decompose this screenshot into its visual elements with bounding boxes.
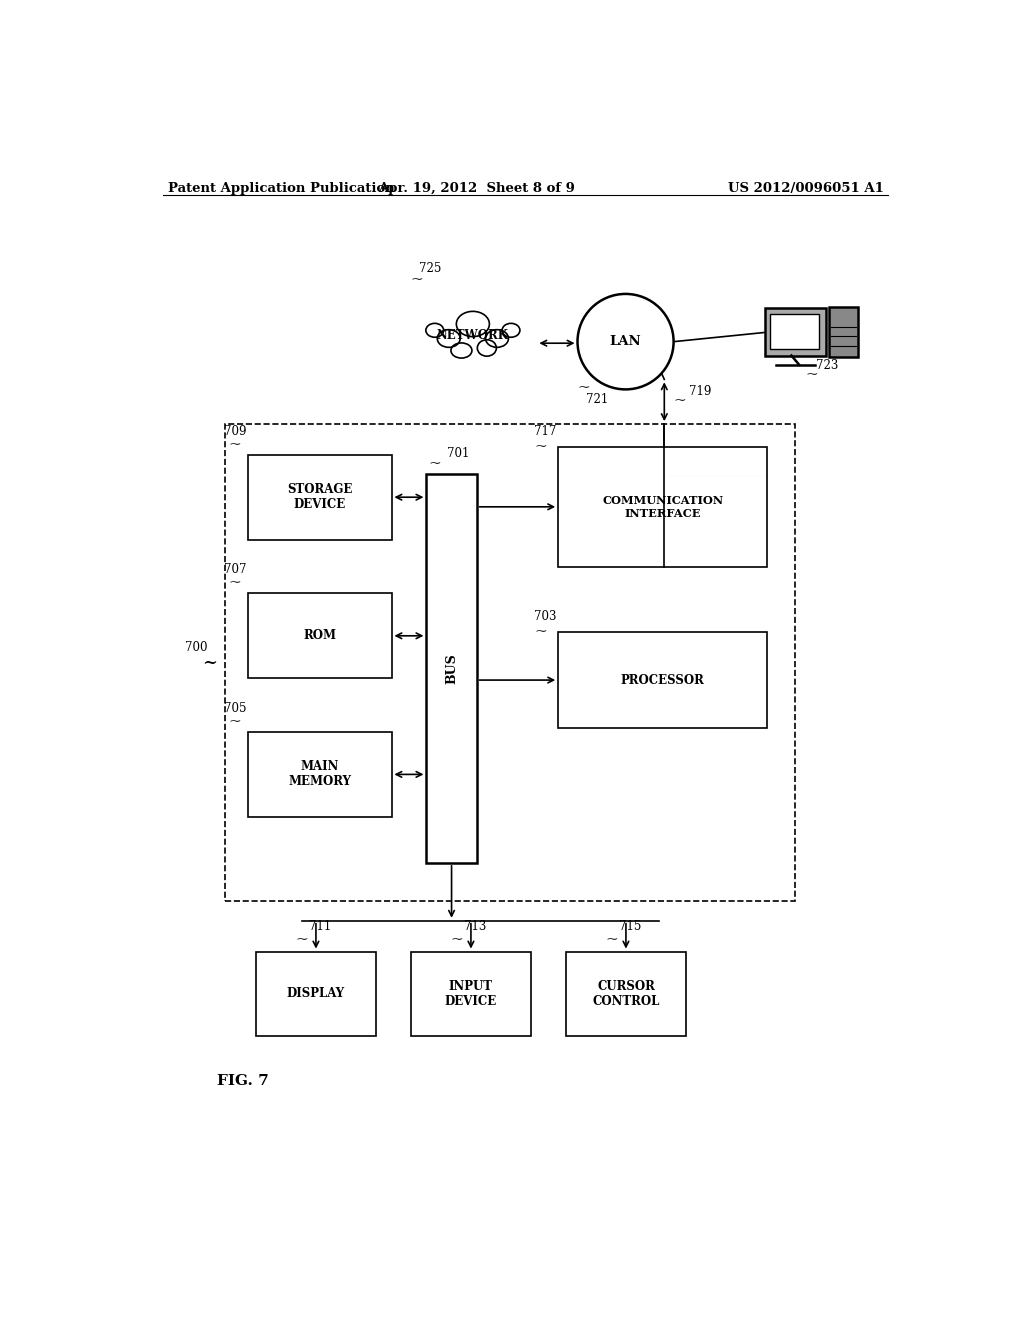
Text: ~: ~: [428, 457, 441, 471]
Bar: [765, 308, 825, 355]
Text: 715: 715: [618, 920, 641, 933]
Text: INPUT
DEVICE: INPUT DEVICE: [444, 979, 497, 1008]
Bar: [225, 424, 795, 902]
Text: 711: 711: [308, 920, 331, 933]
Text: ~: ~: [228, 577, 242, 590]
Bar: [426, 474, 477, 863]
Text: 717: 717: [534, 425, 556, 438]
Bar: [256, 952, 376, 1036]
Text: ~: ~: [535, 624, 548, 639]
Text: BUS: BUS: [445, 653, 458, 684]
Text: COMMUNICATION
INTERFACE: COMMUNICATION INTERFACE: [602, 495, 723, 519]
Text: MAIN
MEMORY: MAIN MEMORY: [289, 760, 351, 788]
Text: 721: 721: [586, 393, 608, 407]
Text: ~: ~: [805, 368, 818, 381]
Bar: [411, 952, 531, 1036]
Bar: [558, 447, 767, 566]
Text: ~: ~: [296, 933, 308, 946]
Text: Patent Application Publication: Patent Application Publication: [168, 182, 395, 194]
Text: NETWORK: NETWORK: [437, 329, 509, 342]
Text: 703: 703: [534, 610, 556, 623]
Bar: [566, 952, 686, 1036]
Text: 723: 723: [816, 359, 839, 372]
Bar: [248, 455, 391, 540]
Text: 719: 719: [689, 385, 712, 397]
Ellipse shape: [477, 339, 497, 356]
Text: DISPLAY: DISPLAY: [287, 987, 345, 1001]
Bar: [248, 594, 391, 678]
Text: 725: 725: [419, 263, 441, 276]
Ellipse shape: [437, 330, 460, 347]
Ellipse shape: [457, 312, 489, 337]
Text: US 2012/0096051 A1: US 2012/0096051 A1: [728, 182, 884, 194]
Circle shape: [578, 294, 674, 389]
Text: ~: ~: [411, 273, 424, 286]
Text: ~: ~: [605, 933, 618, 946]
Text: 705: 705: [223, 702, 246, 715]
Text: FIG. 7: FIG. 7: [217, 1074, 269, 1088]
Text: ~: ~: [674, 393, 686, 408]
Ellipse shape: [502, 323, 520, 337]
Ellipse shape: [426, 323, 443, 337]
Text: ~: ~: [578, 380, 590, 395]
Text: ~: ~: [535, 440, 548, 454]
Bar: [558, 632, 767, 729]
Text: Apr. 19, 2012  Sheet 8 of 9: Apr. 19, 2012 Sheet 8 of 9: [378, 182, 575, 194]
Text: STORAGE
DEVICE: STORAGE DEVICE: [287, 483, 352, 511]
Text: ~: ~: [451, 933, 464, 946]
Text: 713: 713: [464, 920, 486, 933]
Text: CURSOR
CONTROL: CURSOR CONTROL: [592, 979, 659, 1008]
Text: 707: 707: [223, 564, 246, 577]
Text: LAN: LAN: [609, 335, 641, 348]
Ellipse shape: [451, 343, 472, 358]
Bar: [770, 314, 819, 350]
Text: PROCESSOR: PROCESSOR: [621, 673, 705, 686]
Text: 700: 700: [185, 640, 208, 653]
Text: ROM: ROM: [303, 630, 336, 643]
Ellipse shape: [485, 330, 509, 347]
Text: ~: ~: [228, 438, 242, 451]
Text: 701: 701: [446, 447, 469, 461]
Text: ~: ~: [228, 715, 242, 729]
Text: ~: ~: [202, 653, 217, 672]
Bar: [248, 733, 391, 817]
Text: 709: 709: [223, 425, 246, 438]
Bar: [828, 308, 858, 358]
